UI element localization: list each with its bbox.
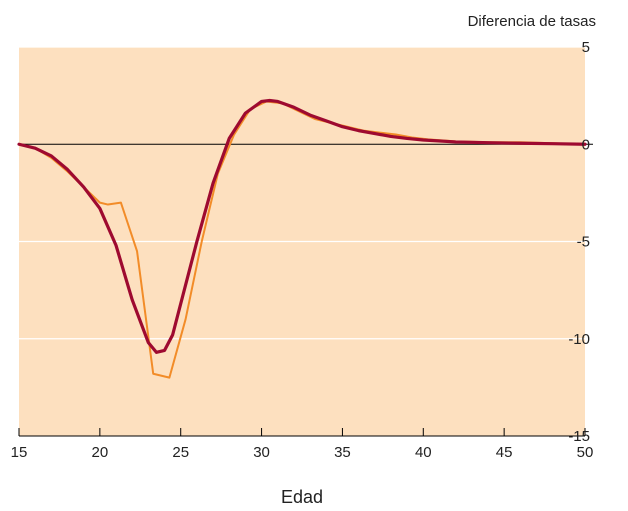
series-lines xyxy=(17,98,587,379)
x-tick-label: 25 xyxy=(172,444,189,461)
x-axis: 15 20 25 30 35 40 45 50 xyxy=(11,428,594,461)
y-tick-label: 5 xyxy=(582,39,590,56)
x-tick-label: 35 xyxy=(334,444,351,461)
y-tick-label: -5 xyxy=(577,234,590,251)
x-tick-label: 15 xyxy=(11,444,28,461)
series-line-2 xyxy=(17,98,587,354)
y-axis-tick-labels: 5 0 -5 -10 -15 xyxy=(568,39,590,445)
x-axis-title: Edad xyxy=(281,487,323,507)
y-tick-label: 0 xyxy=(582,136,590,153)
x-tick-label: 45 xyxy=(496,444,513,461)
y-tick-label: -10 xyxy=(568,331,590,348)
y-tick-label: -15 xyxy=(568,428,590,445)
x-tick-label: 40 xyxy=(415,444,432,461)
x-tick-label: 20 xyxy=(92,444,109,461)
y-axis-title: Diferencia de tasas xyxy=(468,13,596,30)
x-tick-label: 50 xyxy=(577,444,594,461)
x-tick-label: 30 xyxy=(253,444,270,461)
